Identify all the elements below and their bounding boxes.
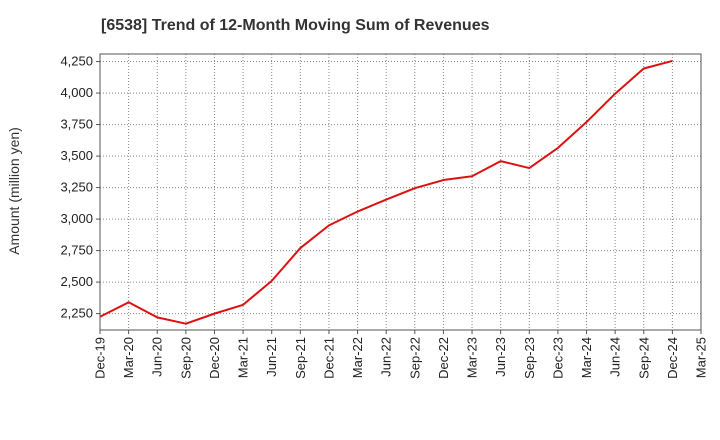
y-tick-label: 3,000	[60, 211, 93, 226]
plot-frame	[99, 53, 702, 331]
x-tick-label: Sep-21	[293, 337, 308, 379]
y-tick-label: 2,500	[60, 274, 93, 289]
x-tick-label: Dec-21	[321, 337, 336, 379]
x-tick-label: Mar-20	[121, 337, 136, 378]
x-tick-label: Mar-25	[694, 337, 709, 378]
x-ticks: Dec-19 Mar-20 Jun-20 Sep-20 Dec-20 Mar-21 Jun-…	[93, 330, 709, 379]
y-ticks: 2,250 2,500 2,750 3,000 3,250 3,500 3,750 4,000…	[60, 54, 100, 321]
x-tick-label: Mar-24	[579, 337, 594, 378]
x-tick-label: Sep-23	[522, 337, 537, 379]
y-tick-label: 2,750	[60, 243, 93, 258]
x-tick-label: Dec-22	[436, 337, 451, 379]
x-tick-label: Mar-22	[350, 337, 365, 378]
y-tick-label: 3,250	[60, 180, 93, 195]
y-axis-label: Amount (million yen)	[6, 127, 22, 255]
series-group	[99, 59, 673, 325]
y-tick-label: 4,000	[60, 85, 93, 100]
grid	[100, 54, 701, 330]
x-tick-label: Sep-20	[178, 337, 193, 379]
x-tick-label: Jun-20	[150, 337, 165, 377]
chart-title: [6538] Trend of 12-Month Moving Sum of R…	[101, 17, 490, 34]
x-tick-label: Sep-22	[407, 337, 422, 379]
x-tick-label: Jun-21	[264, 337, 279, 377]
x-tick-label: Jun-22	[379, 337, 394, 377]
x-tick-label: Dec-23	[550, 337, 565, 379]
y-tick-label: 3,500	[60, 148, 93, 163]
x-tick-label: Mar-21	[236, 337, 251, 378]
x-tick-label: Sep-24	[636, 337, 651, 379]
x-tick-label: Mar-23	[465, 337, 480, 378]
x-tick-label: Dec-24	[665, 337, 680, 379]
x-tick-label: Dec-19	[93, 337, 108, 379]
x-tick-label: Dec-20	[207, 337, 222, 379]
y-tick-label: 2,250	[60, 306, 93, 321]
x-tick-label: Jun-23	[493, 337, 508, 377]
x-tick-label: Jun-24	[608, 337, 623, 377]
y-tick-label: 4,250	[60, 54, 93, 69]
y-tick-label: 3,750	[60, 117, 93, 132]
